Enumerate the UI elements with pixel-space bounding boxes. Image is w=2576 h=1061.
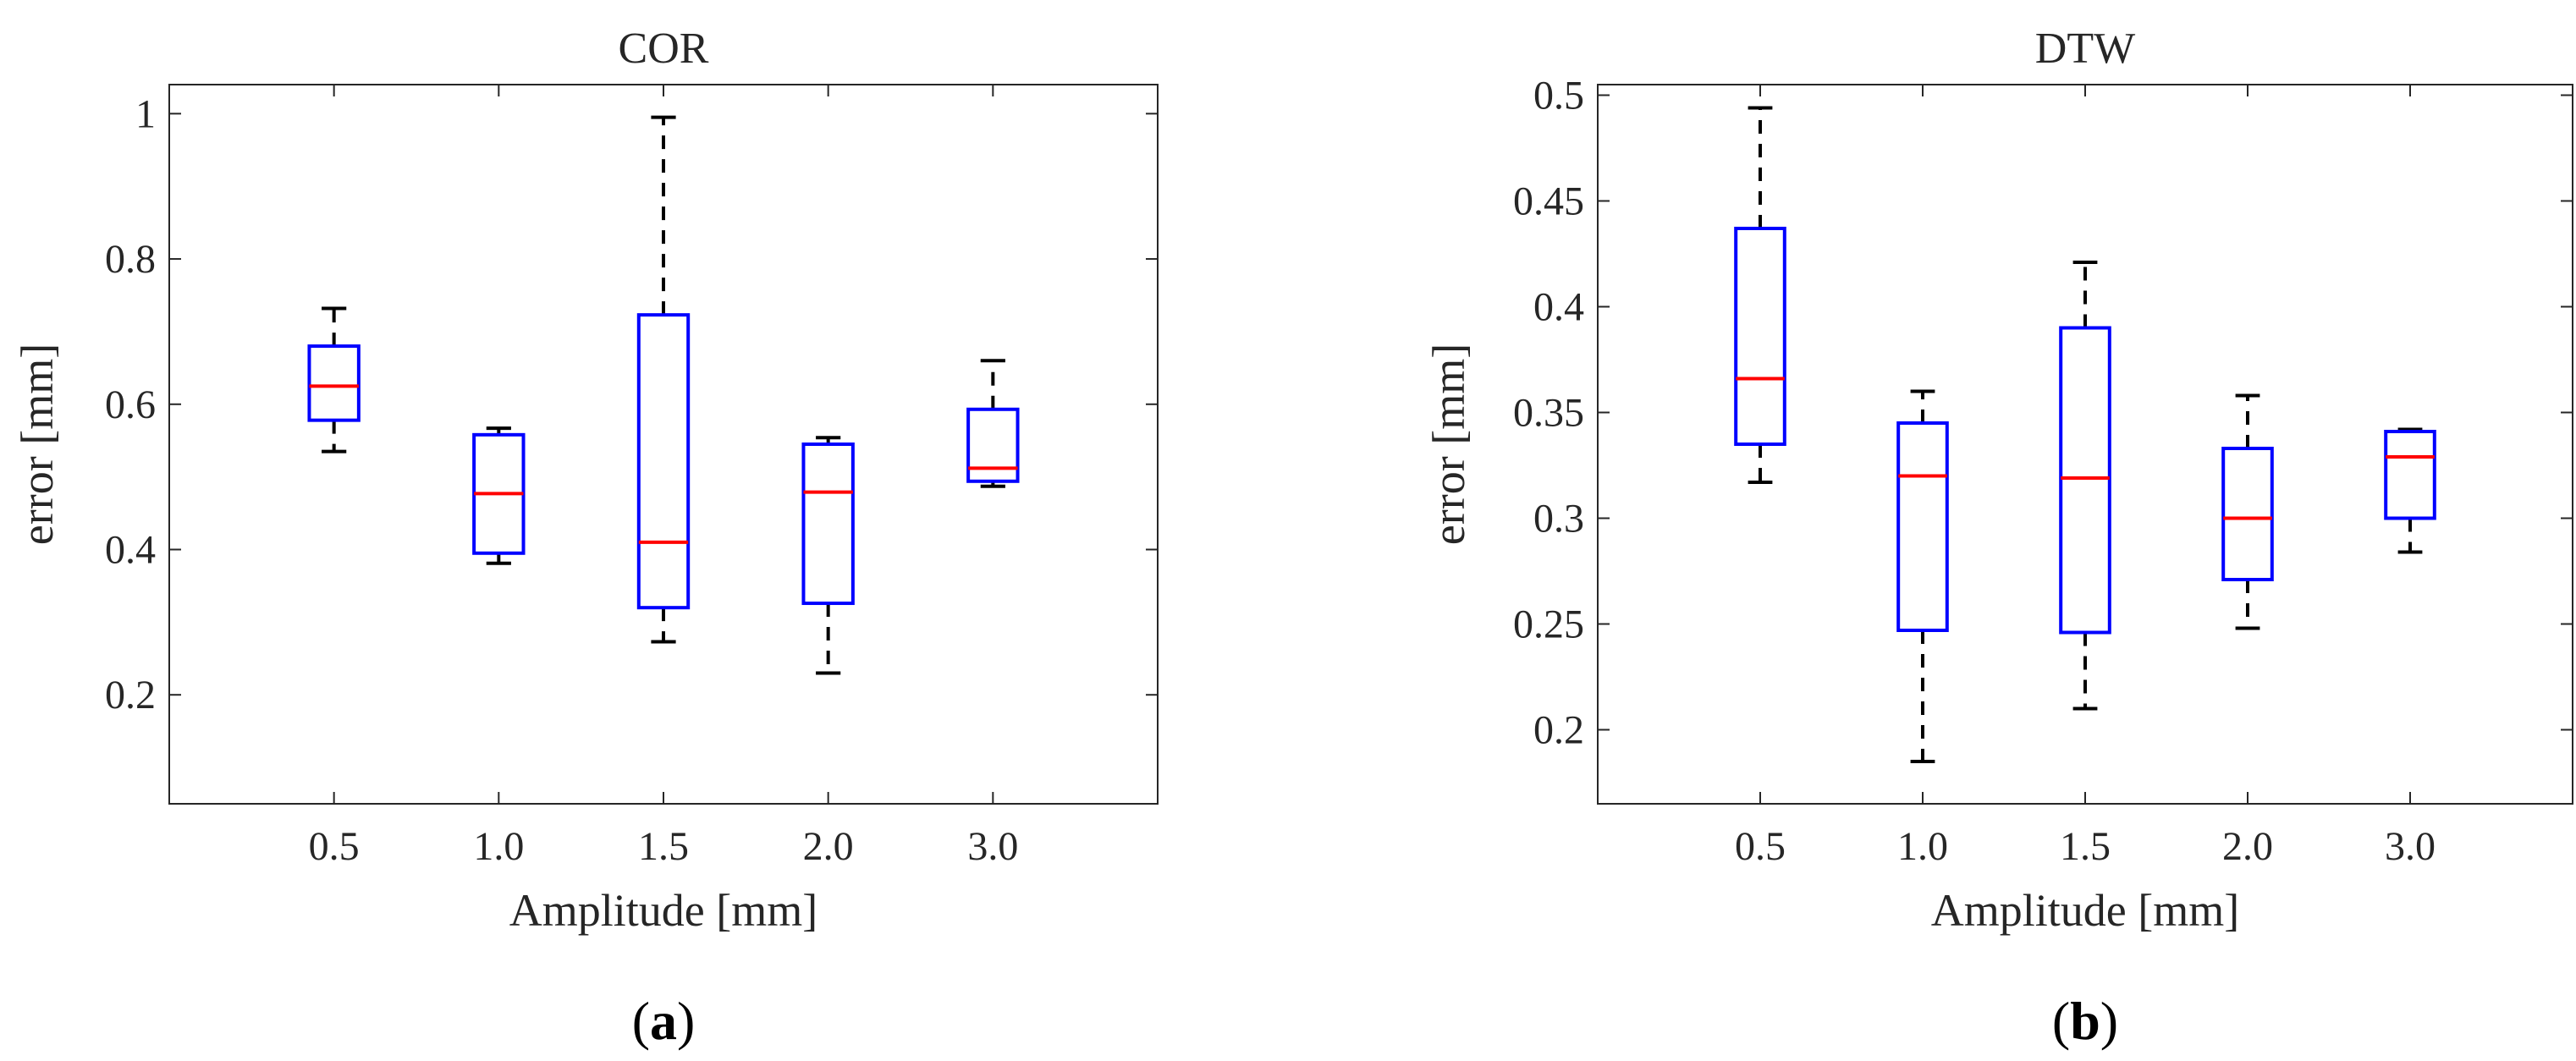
y-tick-label: 0.5 bbox=[1533, 74, 1584, 118]
y-tick-label: 0.4 bbox=[1533, 285, 1584, 330]
iqr-box bbox=[2221, 447, 2274, 581]
x-tick-label: 2.0 bbox=[803, 824, 854, 869]
chart-title: DTW bbox=[2035, 25, 2135, 73]
y-tick-label: 0.3 bbox=[1533, 497, 1584, 541]
y-tick-label: 0.45 bbox=[1513, 179, 1584, 224]
iqr-box bbox=[2059, 326, 2111, 635]
y-tick-label: 0.8 bbox=[105, 237, 156, 282]
iqr-box bbox=[2384, 430, 2436, 520]
x-tick-label: 1.0 bbox=[473, 824, 524, 869]
x-tick-label: 1.5 bbox=[2060, 824, 2111, 869]
box-2.0 bbox=[801, 436, 855, 675]
chart-title: COR bbox=[619, 25, 709, 73]
y-tick-label: 0.2 bbox=[105, 673, 156, 717]
iqr-box bbox=[801, 443, 855, 606]
y-tick-label: 0.35 bbox=[1513, 391, 1584, 436]
y-tick-label: 0.25 bbox=[1513, 602, 1584, 647]
chart-panel-b: 0.2 0.25 0.3 0.35 0.4 0.45 0.5 0.5 1.0 1.5 2.0 3.0 D… bbox=[1423, 25, 2573, 1051]
y-tick-label: 1 bbox=[135, 91, 156, 136]
box-2.0 bbox=[2221, 393, 2274, 630]
iqr-box bbox=[1896, 421, 1949, 632]
box-3.0 bbox=[2384, 427, 2436, 554]
y-tick-label: 0.2 bbox=[1533, 708, 1584, 753]
panel-label-letter: b bbox=[2070, 991, 2100, 1051]
x-tick-label: 1.0 bbox=[1897, 824, 1948, 869]
box-1.5 bbox=[2059, 261, 2111, 711]
y-axis-label: error [mm] bbox=[1423, 344, 1474, 545]
iqr-box bbox=[966, 407, 1020, 483]
x-tick-label: 0.5 bbox=[1735, 824, 1786, 869]
panel-label: (a) bbox=[632, 991, 696, 1051]
box-3.0 bbox=[966, 359, 1020, 488]
chart-panel-a: 0.2 0.4 0.6 0.8 1 0.5 1.0 1.5 2.0 3.0 COR Amplitude… bbox=[12, 25, 1159, 1051]
box-0.5 bbox=[307, 306, 361, 454]
panel-label-open: ( bbox=[2052, 991, 2070, 1051]
iqr-box bbox=[636, 313, 691, 610]
box-1.5 bbox=[636, 115, 691, 644]
panel-label: (b) bbox=[2052, 991, 2118, 1051]
y-tick-label: 0.6 bbox=[105, 382, 156, 427]
x-tick-label: 1.5 bbox=[638, 824, 689, 869]
x-tick-label: 3.0 bbox=[2385, 824, 2436, 869]
y-axis-label: error [mm] bbox=[12, 344, 63, 545]
box-1.0 bbox=[472, 426, 526, 565]
iqr-box bbox=[307, 344, 361, 422]
x-tick-label: 3.0 bbox=[967, 824, 1018, 869]
x-axis-label: Amplitude [mm] bbox=[1931, 885, 2239, 936]
panel-label-open: ( bbox=[632, 991, 650, 1051]
panel-label-close: ) bbox=[2100, 991, 2118, 1051]
x-tick-label: 2.0 bbox=[2222, 824, 2273, 869]
panel-label-close: ) bbox=[677, 991, 695, 1051]
x-tick-label: 0.5 bbox=[309, 824, 360, 869]
box-1.0 bbox=[1896, 389, 1949, 763]
y-tick-label: 0.4 bbox=[105, 527, 156, 572]
x-axis-label: Amplitude [mm] bbox=[509, 885, 817, 936]
panel-label-letter: a bbox=[650, 991, 677, 1051]
box-0.5 bbox=[1734, 106, 1786, 484]
iqr-box bbox=[1734, 227, 1786, 446]
